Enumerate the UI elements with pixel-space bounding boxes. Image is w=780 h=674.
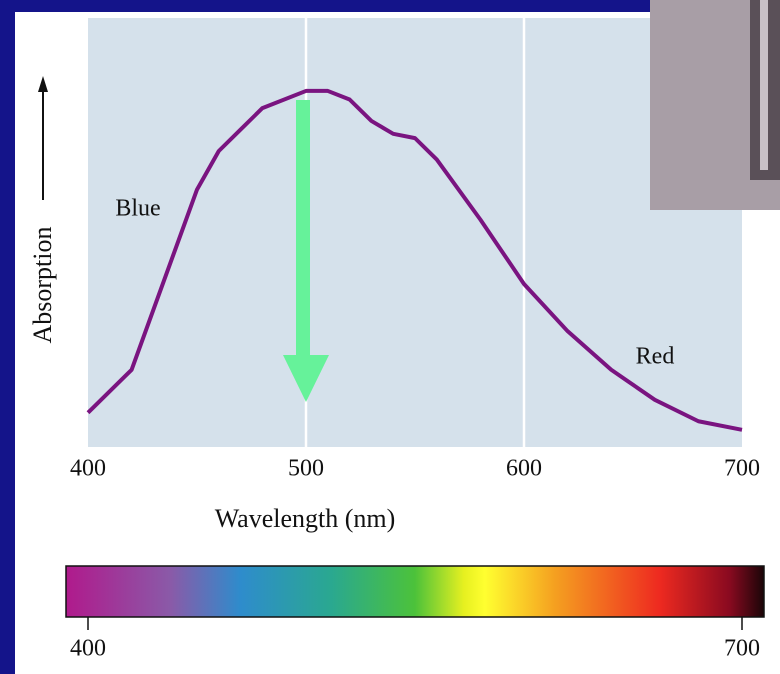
arrow bbox=[283, 100, 329, 402]
annotation: Blue bbox=[115, 196, 160, 222]
x-tick-label: 600 bbox=[506, 456, 542, 482]
line bbox=[86, 88, 743, 432]
x-axis-label: Wavelength (nm) bbox=[215, 504, 396, 533]
color-bar-tick-label: 400 bbox=[70, 636, 106, 662]
x-tick-label: 500 bbox=[288, 456, 324, 482]
y-arrow bbox=[38, 76, 48, 200]
x-tick-label: 400 bbox=[70, 456, 106, 482]
x-tick-label: 700 bbox=[724, 456, 760, 482]
y-axis-label: Absorption bbox=[28, 227, 57, 344]
photo bbox=[650, 0, 780, 210]
color-bar bbox=[65, 565, 765, 618]
color-bar-tick-label: 700 bbox=[724, 636, 760, 662]
plot-area bbox=[88, 18, 742, 447]
annotation: Red bbox=[636, 344, 675, 370]
